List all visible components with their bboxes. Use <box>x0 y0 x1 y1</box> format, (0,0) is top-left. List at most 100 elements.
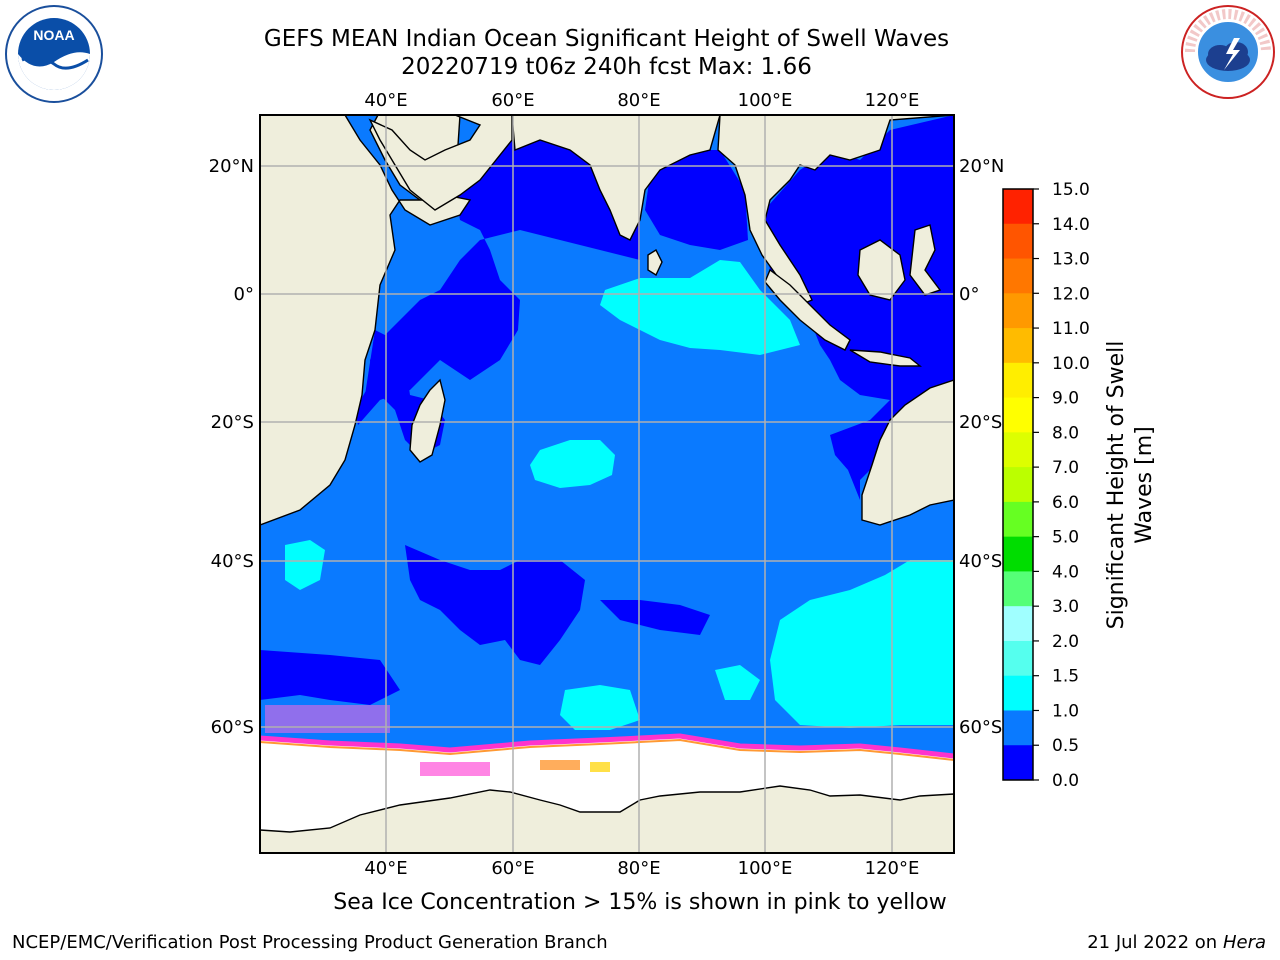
right-lat-label: 60°S <box>959 717 1002 738</box>
colorbar-segment <box>1003 675 1033 711</box>
bottom-lon-labels: 40°E 60°E 80°E 100°E 120°E <box>364 858 919 879</box>
bottom-lon-label: 120°E <box>865 858 920 879</box>
colorbar-tick-label: 8.0 <box>1052 423 1079 443</box>
nws-logo <box>1181 5 1275 99</box>
land-australia <box>861 379 954 526</box>
colorbar-segment <box>1003 606 1033 642</box>
right-lat-label: 0° <box>959 284 979 305</box>
land-madagascar <box>409 378 446 463</box>
left-lat-label: 60°S <box>211 717 254 738</box>
map-gridlines <box>260 115 954 853</box>
footer-host: Hera <box>1222 932 1266 953</box>
left-lat-labels: 20°N 0° 20°S 40°S 60°S <box>209 156 254 738</box>
sea-ice-edge-orange <box>260 738 954 761</box>
footer-date: 21 Jul 2022 on Hera <box>1087 932 1266 953</box>
colorbar-tick-label: 1.5 <box>1052 667 1079 687</box>
right-lat-label: 20°N <box>959 156 1004 177</box>
colorbar-tick-label: 12.0 <box>1052 284 1090 304</box>
colorbar-tick-label: 5.0 <box>1052 528 1079 548</box>
land-india <box>511 115 721 241</box>
colorbar-segment <box>1003 293 1033 329</box>
footer-date-text: 21 Jul 2022 on <box>1087 932 1223 953</box>
noaa-logo-text: NOAA <box>33 27 74 43</box>
colorbar-tick-label: 0.5 <box>1052 736 1079 756</box>
top-lon-label: 60°E <box>491 90 534 111</box>
top-lon-label: 80°E <box>617 90 660 111</box>
land-borneo <box>857 239 906 301</box>
ocean-mid-south-patch-2 <box>715 665 760 700</box>
colorbar-tick-label: 0.0 <box>1052 771 1079 791</box>
ocean-low-arabian-sea <box>355 115 655 425</box>
right-lat-label: 40°S <box>959 551 1002 572</box>
ocean-low-bay-of-bengal <box>645 150 748 250</box>
left-lat-label: 40°S <box>211 551 254 572</box>
colorbar <box>1003 189 1033 781</box>
land-southeast-asia <box>717 115 954 306</box>
sea-ice-scatter-west <box>265 705 390 733</box>
colorbar-tick-label: 13.0 <box>1052 250 1090 270</box>
map-subtitle-forecast: 20220719 t06z 240h fcst Max: 1.66 <box>401 54 812 80</box>
colorbar-segment <box>1003 745 1033 781</box>
colorbar-tick-label: 9.0 <box>1052 389 1079 409</box>
colorbar-segment <box>1003 223 1033 260</box>
sea-ice-edge-pink <box>260 733 954 759</box>
left-lat-label: 20°N <box>209 156 254 177</box>
colorbar-labels: 15.0 14.0 13.0 12.0 11.0 10.0 9.0 8.0 7.0 6.0 5.0 4… <box>1033 180 1090 791</box>
right-lat-labels: 20°N 0° 20°S 40°S 60°S <box>959 156 1004 738</box>
colorbar-frame <box>1002 188 1034 781</box>
colorbar-segment <box>1003 258 1033 294</box>
ocean-mid-south-central <box>530 440 615 488</box>
colorbar-segment <box>1003 328 1033 364</box>
ocean-low-indonesia <box>760 115 954 400</box>
noaa-logo: NOAA <box>5 5 103 103</box>
map-title: GEFS MEAN Indian Ocean Significant Heigh… <box>263 26 950 52</box>
colorbar-segment <box>1003 710 1033 746</box>
sea-ice-floe-3 <box>590 762 610 772</box>
colorbar-tick-label: 6.0 <box>1052 493 1079 513</box>
ocean-mid-sw-small <box>285 540 325 590</box>
bottom-lon-label: 60°E <box>491 858 534 879</box>
bottom-lon-label: 100°E <box>738 858 793 879</box>
ocean-low-south-patch-2 <box>600 600 710 635</box>
colorbar-segment <box>1003 640 1033 677</box>
land-antarctica <box>260 785 954 853</box>
colorbar-tick-label: 1.0 <box>1052 701 1079 721</box>
colorbar-tick-label: 2.0 <box>1052 632 1079 652</box>
map-plot-area <box>260 115 954 853</box>
colorbar-segment <box>1003 397 1033 433</box>
colorbar-title-line1: Significant Height of Swell <box>1104 341 1129 630</box>
left-lat-label: 20°S <box>211 412 254 433</box>
ocean-mid-southeast <box>770 560 954 728</box>
colorbar-tick-label: 15.0 <box>1052 180 1090 200</box>
right-lat-label: 20°S <box>959 412 1002 433</box>
colorbar-tick-label: 4.0 <box>1052 562 1079 582</box>
colorbar-segment <box>1003 571 1033 607</box>
colorbar-segment <box>1003 536 1033 572</box>
colorbar-tick-label: 11.0 <box>1052 319 1090 339</box>
colorbar-tick-label: 14.0 <box>1052 215 1090 235</box>
colorbar-tick-label: 10.0 <box>1052 354 1090 374</box>
ocean-low-central-south <box>405 545 585 665</box>
ocean-low-southern-west <box>260 650 400 705</box>
colorbar-title-line2: Waves [m] <box>1132 426 1157 543</box>
land-sri-lanka <box>647 248 663 277</box>
colorbar-tick-label: 7.0 <box>1052 458 1079 478</box>
sea-ice-floe-2 <box>540 760 580 770</box>
top-lon-labels: 40°E 60°E 80°E 100°E 120°E <box>364 90 919 111</box>
bottom-lon-label: 40°E <box>364 858 407 879</box>
colorbar-segment <box>1003 467 1033 503</box>
colorbar-segment <box>1003 189 1033 225</box>
ocean-mid-south-patch <box>560 685 640 730</box>
top-lon-label: 40°E <box>364 90 407 111</box>
ocean-mid-equatorial <box>600 260 800 355</box>
left-lat-label: 0° <box>234 284 254 305</box>
top-lon-label: 120°E <box>865 90 920 111</box>
bottom-lon-label: 80°E <box>617 858 660 879</box>
land-sulawesi <box>909 224 942 296</box>
map-frame <box>259 114 955 854</box>
land-java <box>849 349 922 367</box>
sea-ice-floe-1 <box>420 762 490 776</box>
colorbar-segment <box>1003 432 1033 468</box>
colorbar-segment <box>1003 501 1033 538</box>
